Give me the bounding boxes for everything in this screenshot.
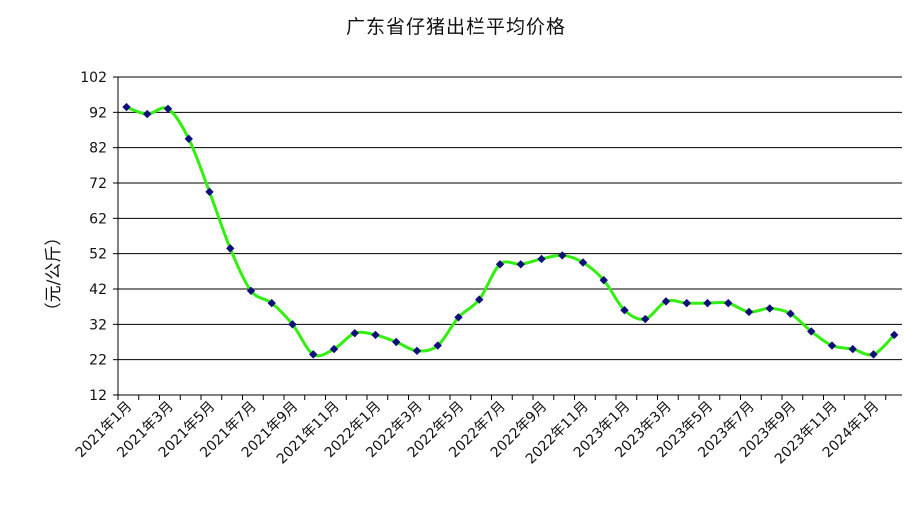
- y-tick-label: 22: [89, 353, 107, 369]
- chart-title: 广东省仔猪出栏平均价格: [345, 16, 566, 38]
- data-point: [744, 307, 754, 317]
- data-point: [869, 350, 878, 359]
- y-tick-label: 92: [89, 105, 107, 121]
- data-point: [537, 254, 546, 264]
- data-point: [454, 313, 463, 322]
- data-point: [309, 350, 318, 359]
- data-point: [122, 102, 131, 112]
- axes: [113, 76, 902, 400]
- data-point: [827, 341, 837, 350]
- y-tick-label: 12: [89, 388, 107, 404]
- y-tick-label: 72: [89, 176, 107, 192]
- data-point: [578, 258, 588, 267]
- data-point: [620, 306, 629, 315]
- data-point: [288, 320, 297, 329]
- data-point: [184, 134, 193, 144]
- y-tick-label: 82: [89, 141, 107, 157]
- data-point: [703, 298, 712, 308]
- data-point: [433, 341, 442, 350]
- data-point: [412, 346, 422, 356]
- y-tick-label: 32: [89, 317, 107, 333]
- data-point: [599, 275, 608, 285]
- data-point: [329, 344, 339, 354]
- data-point: [558, 251, 567, 260]
- gridlines: [118, 76, 902, 361]
- data-point: [350, 328, 359, 338]
- series-line: [125, 105, 896, 358]
- data-point: [682, 298, 691, 308]
- data-point: [890, 330, 899, 340]
- data-point: [848, 344, 857, 354]
- data-point: [786, 309, 795, 318]
- y-tick-label: 62: [89, 211, 107, 227]
- data-point: [516, 260, 525, 269]
- y-tick-labels: 12 22 32 42 52 62 72 82 92 102: [80, 70, 107, 404]
- data-point: [143, 109, 152, 119]
- data-point: [163, 104, 173, 113]
- data-point: [246, 286, 256, 295]
- y-tick-label: 42: [89, 282, 107, 298]
- data-point: [495, 260, 505, 269]
- x-tick-labels: 2021年1月2021年3月2021年5月2021年7月2021年9月2021年…: [73, 399, 883, 468]
- data-point: [475, 295, 484, 304]
- data-point: [371, 330, 380, 340]
- y-tick-label: 52: [89, 247, 107, 263]
- data-point: [765, 304, 774, 313]
- y-tick-label: 102: [80, 70, 107, 86]
- data-point: [807, 327, 816, 336]
- series-layer: [122, 102, 899, 359]
- data-point: [226, 244, 235, 253]
- data-point: [641, 314, 650, 324]
- data-point: [661, 297, 671, 306]
- data-point: [392, 337, 401, 347]
- data-point: [724, 298, 733, 308]
- data-point: [267, 298, 276, 308]
- data-point: [205, 187, 214, 197]
